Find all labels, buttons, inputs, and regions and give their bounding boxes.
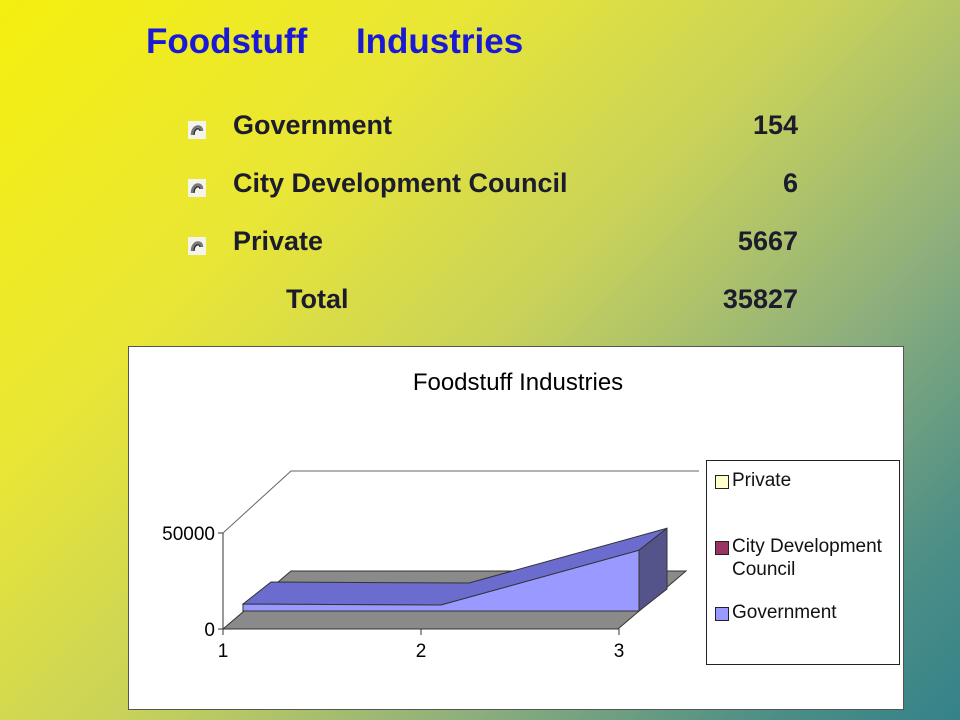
chart-title: Foodstuff Industries [413, 369, 623, 396]
bullet-icon [188, 121, 206, 139]
stat-label: City Development Council [233, 168, 568, 198]
legend-swatch [715, 475, 729, 489]
legend-label: City Development Council [732, 536, 882, 580]
x-tick-label: 2 [416, 641, 427, 662]
area-chart: Foodstuff Industries 0 50000 1 2 3 [162, 369, 699, 662]
series-side-face [638, 527, 668, 613]
stat-value: 154 [752, 110, 798, 140]
stat-row-city-development-council: City Development Council 6 [186, 168, 806, 226]
y-tick-label: 0 [204, 620, 215, 641]
y-tick-label: 50000 [162, 524, 215, 545]
back-wall-edge [222, 470, 699, 534]
legend-item-city-development-council: City Development Council [715, 535, 895, 581]
stat-value: 6 [782, 168, 798, 198]
chart-legend: Private City Development Council Governm… [706, 460, 900, 665]
bullet-icon [188, 237, 206, 255]
legend-label: Government [732, 602, 837, 623]
slide-title: Foodstuff Industries [146, 22, 524, 61]
stat-label: Government [233, 110, 393, 140]
bullet-icon [188, 179, 206, 197]
chart-panel: Foodstuff Industries 0 50000 1 2 3 Private C… [128, 346, 904, 710]
stat-value: 5667 [737, 226, 798, 256]
legend-item-private: Private [715, 469, 895, 492]
total-value: 35827 [722, 284, 798, 314]
legend-label: Private [732, 470, 792, 491]
series-front-face [242, 549, 640, 612]
stat-label: Private [233, 226, 324, 256]
stat-row-total: Total 35827 [186, 284, 806, 342]
stats-list: Government 154 City Development Council … [186, 110, 806, 342]
x-tick-label: 1 [218, 641, 229, 662]
legend-item-government: Government [715, 601, 895, 624]
legend-swatch [715, 541, 729, 555]
total-label: Total [286, 284, 349, 314]
legend-swatch [715, 607, 729, 621]
stat-row-government: Government 154 [186, 110, 806, 168]
stat-row-private: Private 5667 [186, 226, 806, 284]
x-tick-label: 3 [614, 641, 625, 662]
